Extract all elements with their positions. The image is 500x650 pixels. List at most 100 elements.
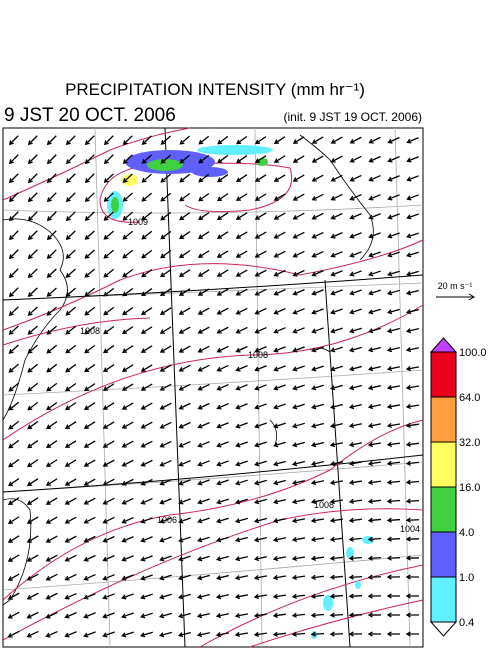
wind-vector bbox=[348, 593, 363, 599]
wind-vector bbox=[217, 135, 229, 145]
wind-vector bbox=[311, 193, 324, 201]
wind-vector bbox=[27, 363, 39, 373]
wind-vector bbox=[65, 230, 76, 241]
wind-vector bbox=[46, 306, 57, 316]
wind-vector bbox=[217, 174, 229, 183]
wind-vector bbox=[330, 136, 343, 144]
boundary-line bbox=[2, 454, 424, 493]
colorbar-segment bbox=[430, 396, 457, 443]
wind-vector bbox=[235, 307, 248, 315]
wind-vector bbox=[159, 421, 172, 429]
wind-vector bbox=[310, 631, 325, 637]
wind-vector bbox=[272, 574, 287, 581]
wind-vector bbox=[234, 536, 248, 543]
wind-vector bbox=[272, 612, 287, 618]
wind-vector bbox=[122, 154, 133, 164]
wind-vector bbox=[386, 593, 401, 599]
wind-vector bbox=[311, 308, 324, 315]
wind-vector bbox=[26, 497, 39, 505]
wind-vector bbox=[405, 574, 419, 580]
wind-vector bbox=[348, 498, 363, 504]
wind-vector bbox=[141, 192, 153, 202]
wind-vector bbox=[348, 460, 363, 467]
colorbar-label: 64.0 bbox=[459, 392, 480, 404]
wind-vector bbox=[160, 135, 171, 145]
wind-vector bbox=[348, 555, 363, 561]
wind-vector bbox=[197, 307, 210, 315]
wind-vector bbox=[121, 440, 134, 448]
wind-vector bbox=[140, 307, 153, 316]
wind-vector bbox=[310, 461, 324, 467]
wind-vector bbox=[198, 192, 210, 202]
wind-vector bbox=[311, 212, 324, 220]
wind-vector bbox=[311, 327, 324, 334]
wind-vector bbox=[405, 441, 420, 447]
wind-vector bbox=[368, 174, 381, 182]
wind-vector bbox=[292, 193, 305, 201]
wind-vector bbox=[27, 306, 38, 316]
wind-vector bbox=[46, 344, 58, 354]
wind-vector bbox=[405, 460, 420, 466]
wind-vector bbox=[216, 212, 229, 220]
wind-vector bbox=[102, 631, 115, 638]
wind-vector bbox=[196, 574, 210, 581]
wind-vector bbox=[216, 479, 229, 486]
wind-vector bbox=[291, 555, 306, 562]
wind-vector bbox=[349, 174, 362, 182]
wind-vector bbox=[406, 137, 419, 144]
wind-vector bbox=[292, 212, 305, 220]
wind-vector bbox=[406, 213, 419, 220]
wind-vector bbox=[121, 536, 134, 543]
wind-vector bbox=[121, 459, 134, 467]
wind-vector bbox=[368, 327, 381, 334]
wind-vector bbox=[216, 498, 229, 505]
wind-vector bbox=[64, 535, 77, 543]
wind-vector bbox=[215, 594, 229, 600]
wind-vector bbox=[102, 612, 115, 619]
wind-vector bbox=[45, 592, 58, 600]
wind-vector bbox=[236, 155, 248, 164]
wind-vector bbox=[215, 613, 230, 619]
wind-vector bbox=[216, 307, 229, 315]
isobar bbox=[99, 162, 292, 223]
colorbar-segment bbox=[430, 531, 457, 578]
wind-vector bbox=[349, 289, 362, 296]
wind-vector bbox=[84, 211, 95, 221]
wind-vector bbox=[311, 231, 324, 239]
wind-vector bbox=[102, 593, 115, 600]
wind-vector bbox=[84, 173, 95, 184]
wind-vector bbox=[140, 612, 153, 619]
wind-vector bbox=[122, 249, 134, 259]
colorbar-segment bbox=[430, 576, 457, 623]
isobar bbox=[2, 419, 424, 601]
wind-vector bbox=[45, 440, 58, 449]
wind-vector bbox=[216, 269, 229, 277]
wind-vector bbox=[140, 536, 153, 543]
wind-vector bbox=[216, 536, 229, 543]
wind-vector bbox=[178, 421, 191, 429]
wind-vector bbox=[273, 212, 286, 220]
wind-vector bbox=[64, 459, 77, 467]
wind-vector bbox=[8, 230, 19, 241]
wind-vector bbox=[140, 574, 153, 581]
wind-vector bbox=[235, 326, 248, 334]
wind-vector bbox=[7, 573, 20, 581]
wind-vector bbox=[159, 326, 172, 334]
wind-vector bbox=[254, 346, 267, 353]
wind-vector bbox=[178, 574, 191, 581]
wind-vector bbox=[348, 612, 363, 618]
wind-vector bbox=[121, 326, 134, 335]
wind-vector bbox=[234, 612, 249, 619]
wind-vector bbox=[234, 575, 248, 581]
wind-vector bbox=[291, 631, 306, 637]
wind-vector bbox=[8, 420, 20, 430]
wind-vector bbox=[27, 211, 38, 222]
wind-vector bbox=[368, 136, 381, 144]
isobar-label: 1004 bbox=[400, 524, 420, 534]
wind-vector bbox=[216, 403, 229, 410]
wind-vector bbox=[46, 249, 57, 260]
wind-vector bbox=[311, 365, 324, 372]
wind-vector bbox=[27, 249, 38, 260]
wind-vector bbox=[387, 175, 400, 182]
wind-vector bbox=[272, 555, 287, 562]
